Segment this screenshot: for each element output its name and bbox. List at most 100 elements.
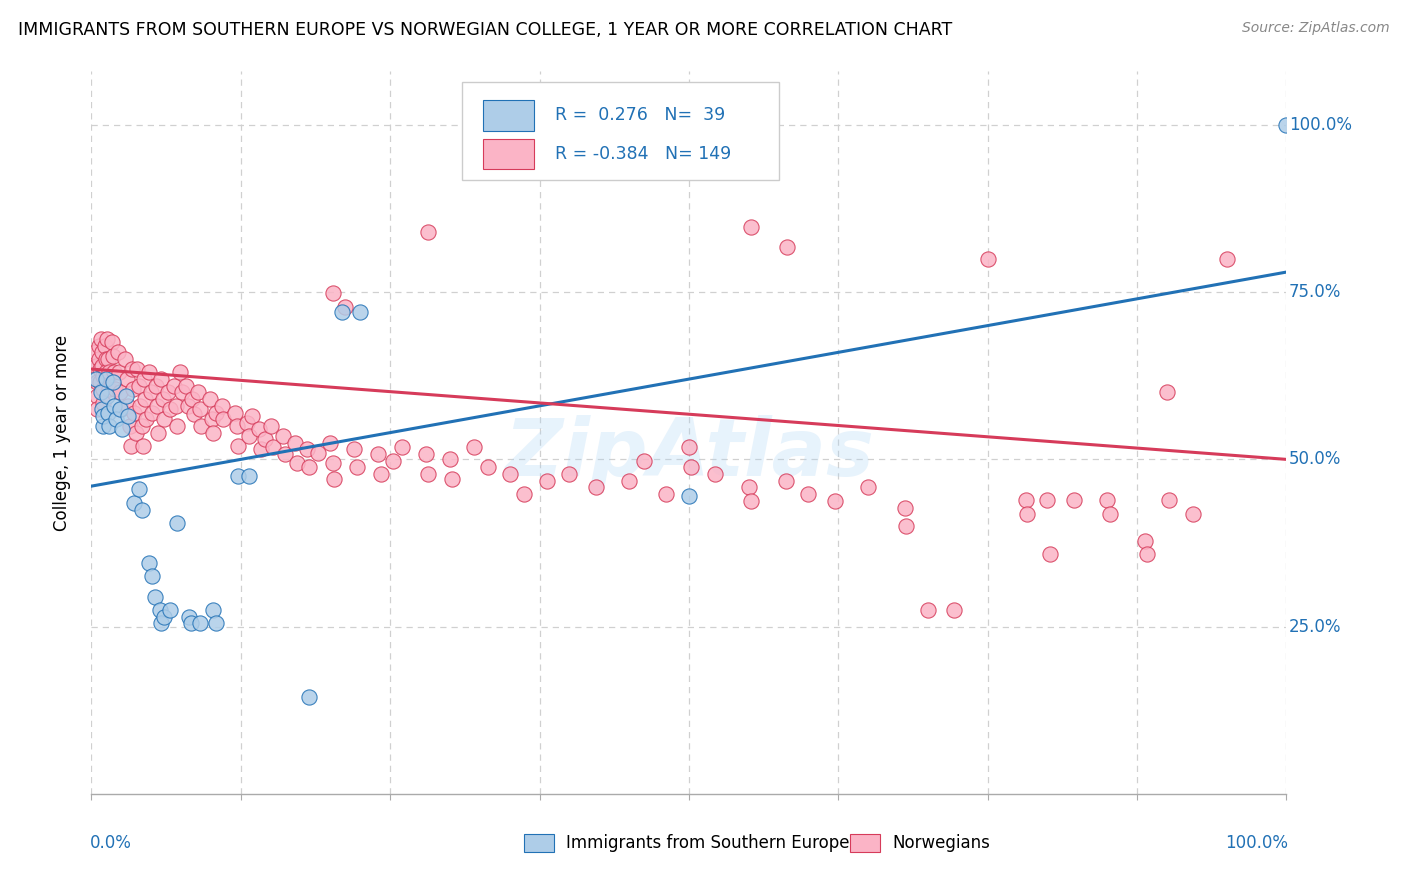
FancyBboxPatch shape [524, 834, 554, 852]
Point [307, 446, 329, 460]
Point [1136, 548, 1159, 562]
Point [1097, 492, 1119, 507]
Point [477, 460, 499, 475]
Point [678, 441, 700, 455]
Point [128, 483, 150, 497]
Point [740, 494, 762, 508]
Point [93, 382, 114, 396]
Point [188, 402, 211, 417]
Point [86, 389, 108, 403]
Point [129, 399, 152, 413]
Point [159, 603, 181, 617]
Point [240, 409, 263, 423]
Point [226, 419, 249, 434]
Point [166, 419, 188, 434]
Text: 25.0%: 25.0% [1289, 617, 1341, 636]
Point [856, 480, 880, 494]
Point [204, 406, 226, 420]
Point [141, 406, 163, 420]
Point [122, 382, 145, 396]
Point [224, 406, 246, 420]
Point [1017, 507, 1039, 521]
Point [1159, 492, 1181, 507]
Point [153, 412, 176, 426]
Point [117, 399, 139, 413]
Point [349, 305, 371, 319]
Point [704, 467, 727, 482]
Point [228, 469, 250, 483]
Point [439, 452, 461, 467]
Point [678, 489, 700, 503]
Point [198, 392, 221, 407]
Point [87, 352, 110, 367]
Point [1039, 548, 1062, 562]
Point [120, 439, 142, 453]
Text: Immigrants from Southern Europe: Immigrants from Southern Europe [565, 834, 849, 852]
Point [247, 422, 270, 436]
Point [681, 460, 703, 475]
Point [84, 359, 107, 373]
Point [180, 392, 202, 407]
Point [91, 402, 114, 417]
Point [97, 406, 120, 420]
Point [322, 456, 344, 470]
Point [211, 399, 233, 413]
Point [111, 422, 134, 436]
Point [159, 402, 181, 417]
Point [87, 339, 110, 353]
Point [381, 454, 404, 468]
Point [93, 339, 115, 353]
Text: 0.0%: 0.0% [90, 834, 132, 852]
Point [418, 467, 440, 482]
Point [91, 345, 114, 359]
Point [93, 409, 114, 423]
Text: Norwegians: Norwegians [893, 834, 990, 852]
Point [169, 366, 191, 380]
Point [132, 439, 155, 453]
Point [211, 412, 233, 426]
Point [146, 399, 169, 413]
Point [93, 419, 114, 434]
Point [108, 402, 131, 417]
Point [558, 467, 581, 482]
Text: 50.0%: 50.0% [1289, 450, 1341, 468]
Point [84, 345, 107, 359]
Point [271, 429, 294, 443]
Point [131, 419, 153, 434]
Point [118, 419, 141, 434]
Point [202, 425, 225, 440]
Point [177, 399, 200, 413]
Point [1063, 492, 1085, 507]
Point [285, 456, 308, 470]
Point [124, 496, 146, 510]
Point [128, 379, 150, 393]
Point [163, 379, 186, 393]
Point [202, 603, 225, 617]
Point [262, 441, 284, 455]
Point [103, 366, 125, 380]
Point [166, 516, 188, 530]
Point [93, 395, 114, 409]
Point [156, 385, 179, 400]
Point [101, 376, 124, 390]
Point [441, 473, 464, 487]
FancyBboxPatch shape [851, 834, 880, 852]
Point [105, 412, 128, 426]
Point [976, 252, 998, 266]
Point [1215, 252, 1237, 266]
Point [89, 362, 111, 376]
Text: IMMIGRANTS FROM SOUTHERN EUROPE VS NORWEGIAN COLLEGE, 1 YEAR OR MORE CORRELATION: IMMIGRANTS FROM SOUTHERN EUROPE VS NORWE… [18, 21, 952, 38]
Point [332, 305, 354, 319]
Point [149, 372, 172, 386]
Point [498, 467, 520, 482]
Point [655, 487, 678, 501]
Text: Source: ZipAtlas.com: Source: ZipAtlas.com [1241, 21, 1389, 35]
Point [238, 469, 260, 483]
Point [228, 439, 250, 453]
Point [93, 368, 114, 383]
Point [367, 447, 389, 461]
Point [90, 385, 112, 400]
Point [737, 480, 759, 494]
Point [108, 366, 131, 380]
Point [104, 382, 127, 396]
